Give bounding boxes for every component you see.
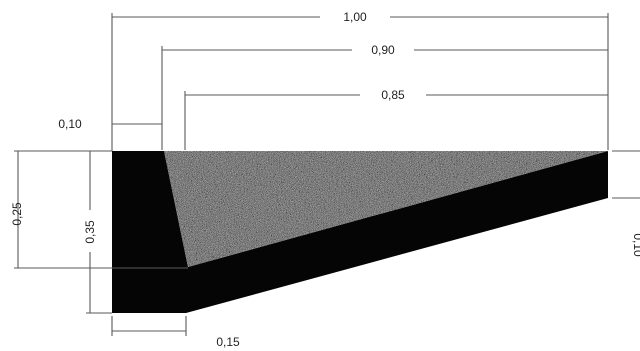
dimension-label: 0,35: [83, 220, 97, 244]
dimension-label: 0,10: [58, 117, 82, 131]
filler-infill: [164, 151, 608, 267]
dimension-label: 0,25: [10, 202, 24, 226]
dimension-label: 0,90: [371, 43, 395, 57]
dimension-height-025: 0,25: [10, 150, 188, 269]
dimension-overall-width: 1,00: [111, 8, 609, 151]
dimension-width-090: 0,90: [161, 41, 608, 150]
dimension-label: 0,10: [631, 233, 640, 257]
dimension-label: 0,85: [381, 88, 405, 102]
dimension-right-height: 0,10: [612, 150, 640, 257]
dimension-label: 1,00: [343, 10, 367, 24]
dimension-label: 0,15: [216, 335, 240, 349]
dimension-width-085: 0,85: [184, 86, 608, 150]
dimension-height-035: 0,35: [80, 151, 112, 314]
dimension-base-width: 0,15: [111, 316, 240, 349]
dimension-wall-offset: 0,10: [58, 117, 162, 131]
concrete-section: [112, 151, 608, 313]
